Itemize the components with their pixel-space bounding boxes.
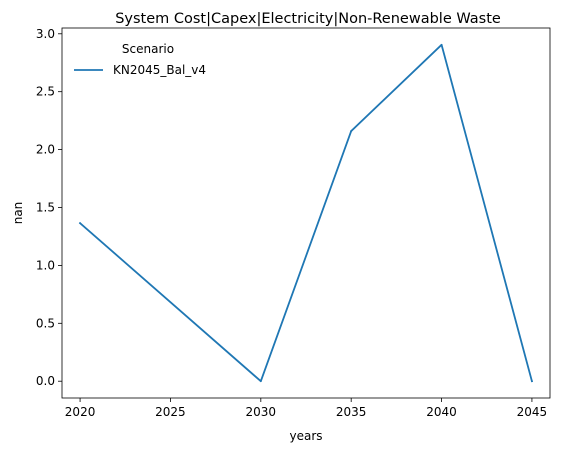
y-tick-label: 3.0 xyxy=(36,27,55,41)
x-axis: 2020 2025 2030 2035 2040 2045 xyxy=(65,398,547,419)
x-tick-label: 2020 xyxy=(65,405,96,419)
x-tick-label: 2040 xyxy=(426,405,457,419)
x-tick-label: 2045 xyxy=(517,405,548,419)
series-line xyxy=(78,43,534,383)
x-tick-label: 2025 xyxy=(155,405,186,419)
y-tick-label: 1.5 xyxy=(36,200,55,214)
data-point xyxy=(79,222,81,225)
y-tick-label: 0.0 xyxy=(36,374,55,388)
y-axis-label: nan xyxy=(11,202,25,225)
legend: Scenario KN2045_Bal_v4 xyxy=(74,42,206,77)
x-axis-label: years xyxy=(289,429,322,443)
y-tick-label: 2.5 xyxy=(36,85,55,99)
plot-frame xyxy=(61,27,551,399)
chart-title: System Cost|Capex|Electricity|Non-Renewa… xyxy=(115,11,501,27)
x-tick-label: 2030 xyxy=(246,405,277,419)
plot-area xyxy=(61,27,551,399)
y-tick-label: 1.0 xyxy=(36,258,55,272)
x-tick-label: 2035 xyxy=(336,405,367,419)
legend-label: KN2045_Bal_v4 xyxy=(113,63,206,77)
data-point xyxy=(259,380,262,383)
y-tick-label: 0.5 xyxy=(36,316,55,330)
y-axis: 0.0 0.5 1.0 1.5 2.0 2.5 3.0 xyxy=(36,27,62,388)
y-tick-label: 2.0 xyxy=(36,143,55,157)
data-point xyxy=(350,130,353,132)
data-point xyxy=(440,43,443,46)
legend-title: Scenario xyxy=(122,42,174,56)
data-point xyxy=(531,380,533,383)
series-layer xyxy=(78,43,534,383)
